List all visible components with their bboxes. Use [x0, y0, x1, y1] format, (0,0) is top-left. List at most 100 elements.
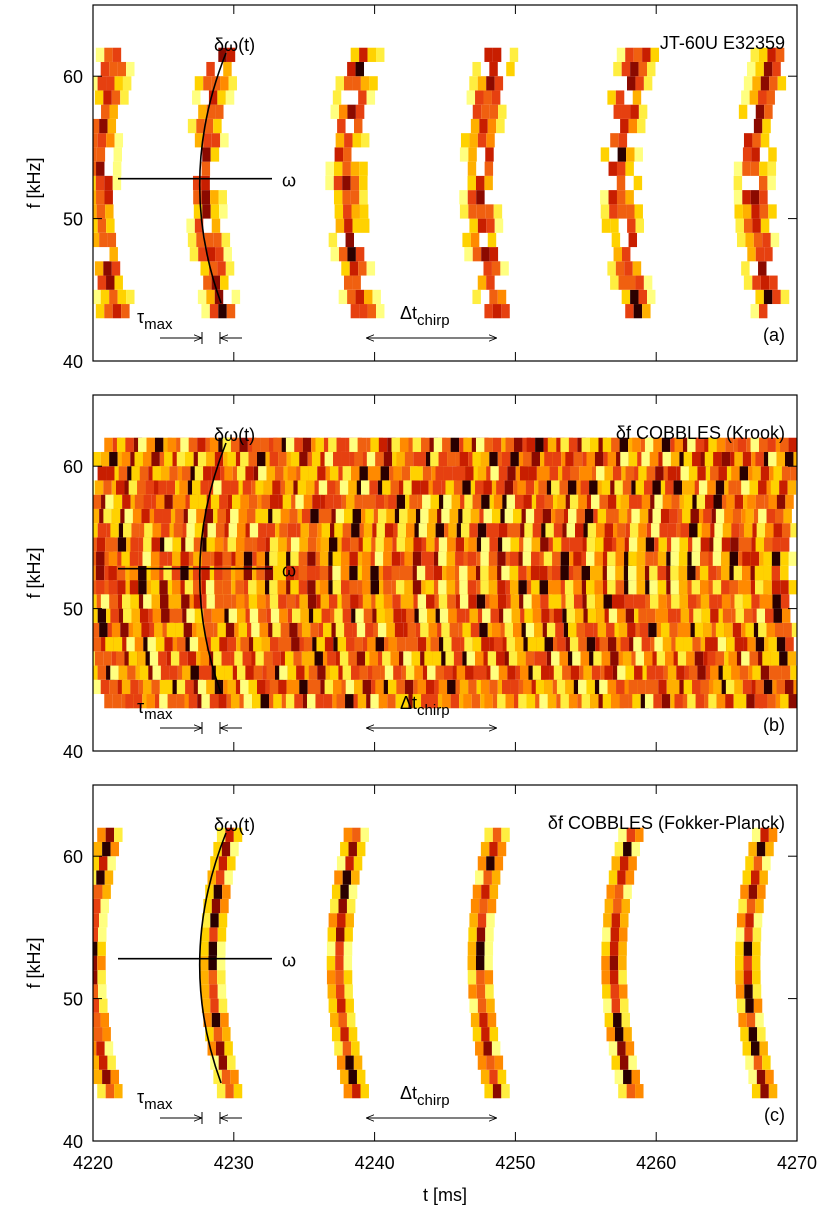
x-axis-label: t [ms]: [423, 1185, 467, 1205]
cell: [627, 622, 636, 638]
cell: [217, 90, 226, 105]
cell: [360, 1084, 369, 1099]
cell: [480, 580, 489, 595]
cell: [180, 437, 189, 452]
cell: [553, 523, 563, 538]
cell: [486, 998, 495, 1013]
cell: [743, 608, 753, 623]
cell: [272, 480, 281, 495]
cell: [384, 608, 394, 623]
dt-label-base: Δt: [400, 1083, 417, 1103]
cell: [671, 594, 680, 609]
chirp: [93, 827, 123, 1099]
cell: [102, 884, 111, 899]
cell: [661, 694, 671, 709]
cell: [770, 651, 780, 666]
cell: [613, 247, 622, 262]
cell: [464, 494, 473, 509]
cell: [604, 466, 613, 481]
cell: [586, 451, 595, 467]
cell: [619, 694, 629, 709]
cell: [343, 970, 353, 985]
cell: [412, 694, 422, 709]
cell: [731, 466, 740, 481]
cell: [111, 261, 121, 276]
cell: [487, 651, 497, 666]
cell: [626, 275, 636, 290]
cell: [697, 466, 706, 481]
cell: [573, 565, 582, 581]
cell: [132, 508, 142, 524]
cell: [667, 608, 677, 623]
cell: [776, 679, 786, 695]
cell: [421, 694, 430, 709]
cell: [342, 608, 352, 623]
cell: [760, 76, 770, 91]
cell: [757, 1027, 766, 1042]
cell: [248, 494, 258, 509]
cell: [372, 665, 381, 680]
cell: [641, 637, 651, 652]
cell: [564, 580, 574, 595]
plot-frame: [92, 784, 798, 1142]
cell: [351, 1041, 360, 1056]
cell: [791, 622, 797, 638]
cell: [158, 651, 167, 666]
cell: [788, 694, 797, 709]
cell: [222, 437, 231, 452]
cell: [581, 437, 591, 452]
cell: [246, 508, 256, 524]
cell: [673, 480, 683, 495]
cell: [752, 466, 761, 481]
cell: [755, 247, 765, 262]
cell: [449, 622, 459, 638]
cell: [355, 61, 365, 77]
cell: [100, 451, 110, 467]
cell: [639, 622, 649, 638]
cell: [93, 161, 97, 176]
cell: [417, 594, 427, 609]
cell: [552, 451, 562, 467]
cell: [303, 494, 313, 509]
cell: [99, 622, 108, 638]
cell: [484, 161, 494, 176]
cell: [544, 494, 553, 509]
cell: [606, 508, 615, 524]
cell: [166, 480, 176, 495]
cell: [388, 637, 397, 652]
cell: [748, 884, 758, 899]
cell: [764, 594, 773, 609]
cell: [110, 1069, 120, 1085]
cell: [477, 466, 487, 481]
cell: [338, 1012, 347, 1028]
cell: [446, 580, 456, 595]
cell: [253, 637, 262, 652]
cell: [201, 551, 211, 566]
cell: [405, 537, 414, 552]
cell: [215, 523, 225, 538]
cell: [219, 204, 228, 219]
cell: [632, 694, 641, 709]
cell: [763, 289, 773, 305]
cell: [197, 679, 207, 695]
cell: [201, 998, 211, 1013]
cell: [517, 480, 526, 495]
cell: [93, 451, 101, 467]
cell: [84, 247, 92, 261]
cell: [96, 147, 106, 162]
cell: [603, 998, 612, 1013]
cell: [308, 466, 318, 481]
cell: [646, 466, 656, 481]
cell: [759, 190, 768, 205]
cell: [359, 466, 368, 481]
cell: [756, 841, 766, 857]
cell: [333, 679, 342, 695]
cell: [307, 551, 316, 566]
cell: [369, 480, 378, 495]
cell: [349, 437, 358, 452]
cell: [201, 190, 211, 205]
cell: [213, 232, 222, 248]
cell: [130, 679, 139, 695]
cell: [459, 580, 468, 595]
cell: [200, 480, 209, 495]
